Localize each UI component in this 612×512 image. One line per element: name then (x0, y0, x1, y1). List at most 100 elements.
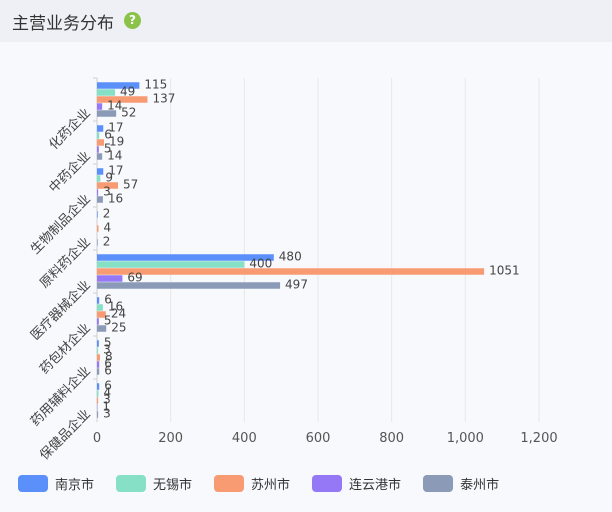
bar (97, 282, 281, 289)
bar (97, 347, 99, 354)
data-label: 3 (103, 184, 111, 198)
question-circle-icon[interactable]: ? (124, 12, 141, 29)
data-label: 14 (107, 148, 122, 162)
legend-item[interactable]: 连云港市 (312, 474, 401, 493)
data-label: 9 (105, 170, 113, 184)
data-label: 480 (279, 249, 302, 263)
x-tick-label: 0 (93, 431, 101, 446)
data-label: 3 (103, 392, 111, 406)
x-tick-label: 1,000 (447, 431, 484, 446)
data-label: 6 (104, 363, 112, 377)
x-tick-label: 400 (232, 431, 257, 446)
legend-item[interactable]: 无锡市 (116, 474, 192, 493)
bar (97, 368, 100, 375)
bar (97, 132, 100, 139)
data-label: 6 (104, 292, 112, 306)
data-label: 8 (105, 349, 113, 363)
bar (97, 318, 99, 325)
data-label: 5 (104, 141, 112, 155)
data-label: 3 (103, 342, 111, 356)
data-label: 1051 (489, 263, 520, 277)
x-tick-label: 1,200 (520, 431, 557, 446)
legend-swatch (18, 475, 48, 492)
bar (97, 411, 99, 418)
legend-swatch (423, 475, 454, 492)
data-label: 2 (103, 234, 111, 248)
bar (97, 139, 104, 146)
data-label: 19 (109, 134, 124, 148)
data-label: 4 (103, 220, 111, 234)
legend-label: 苏州市 (251, 478, 291, 493)
bar (97, 340, 99, 347)
bar (97, 189, 99, 196)
header-bar: 主营业务分布 ? (0, 0, 612, 42)
data-label: 57 (123, 177, 138, 191)
bar (97, 89, 116, 96)
legend-item[interactable]: 苏州市 (214, 474, 290, 493)
chart-legend: 南京市 无锡市 苏州市 连云港市 泰州市 (18, 474, 521, 493)
data-label: 5 (104, 313, 112, 327)
data-label: 2 (103, 206, 111, 220)
x-tick-label: 800 (379, 431, 404, 446)
legend-label: 泰州市 (460, 478, 500, 493)
data-label: 16 (108, 299, 123, 313)
legend-swatch (116, 475, 147, 492)
legend-item[interactable]: 南京市 (18, 474, 94, 493)
bar (97, 383, 100, 390)
legend-swatch (214, 475, 245, 492)
bar (97, 325, 107, 332)
bar (97, 354, 100, 361)
bar (97, 254, 274, 261)
bar (97, 146, 99, 153)
bar (97, 297, 100, 304)
category-label: 中药企业 (46, 148, 94, 196)
data-label: 16 (108, 191, 123, 205)
data-label: 17 (108, 120, 123, 134)
bar (97, 182, 118, 189)
legend-label: 南京市 (55, 478, 95, 493)
x-tick-label: 600 (306, 431, 331, 446)
data-label: 4 (103, 385, 111, 399)
bar (97, 397, 99, 404)
legend-label: 无锡市 (153, 478, 193, 493)
data-label: 69 (127, 270, 142, 284)
legend-item[interactable]: 泰州市 (423, 474, 499, 493)
data-label: 1 (102, 399, 110, 413)
bar (97, 125, 104, 132)
bar (97, 361, 100, 368)
bar (97, 82, 140, 89)
bar (97, 175, 101, 182)
data-label: 5 (104, 335, 112, 349)
x-tick-label: 200 (158, 431, 183, 446)
legend-swatch (312, 475, 343, 492)
bar (97, 275, 123, 282)
bar (97, 239, 98, 246)
data-label: 52 (121, 105, 136, 119)
bar (97, 96, 148, 103)
data-label: 497 (285, 277, 308, 291)
bar (97, 390, 99, 397)
data-label: 6 (104, 356, 112, 370)
data-label: 400 (249, 256, 272, 270)
data-label: 14 (107, 98, 122, 112)
bar (97, 110, 117, 117)
category-label: 化药企业 (46, 105, 94, 153)
data-label: 3 (103, 406, 111, 420)
bar (97, 103, 103, 110)
data-label: 115 (144, 77, 167, 91)
bar (97, 225, 99, 232)
data-label: 6 (104, 378, 112, 392)
bar (97, 268, 485, 275)
bar (97, 196, 103, 203)
bar (97, 261, 245, 268)
bar (97, 211, 98, 218)
page-title: 主营业务分布 (12, 14, 114, 34)
bar (97, 168, 104, 175)
data-label: 17 (108, 163, 123, 177)
data-label: 24 (111, 306, 126, 320)
bar (97, 304, 103, 311)
data-label: 25 (111, 320, 126, 334)
data-label: 49 (120, 84, 135, 98)
bar (97, 311, 106, 318)
